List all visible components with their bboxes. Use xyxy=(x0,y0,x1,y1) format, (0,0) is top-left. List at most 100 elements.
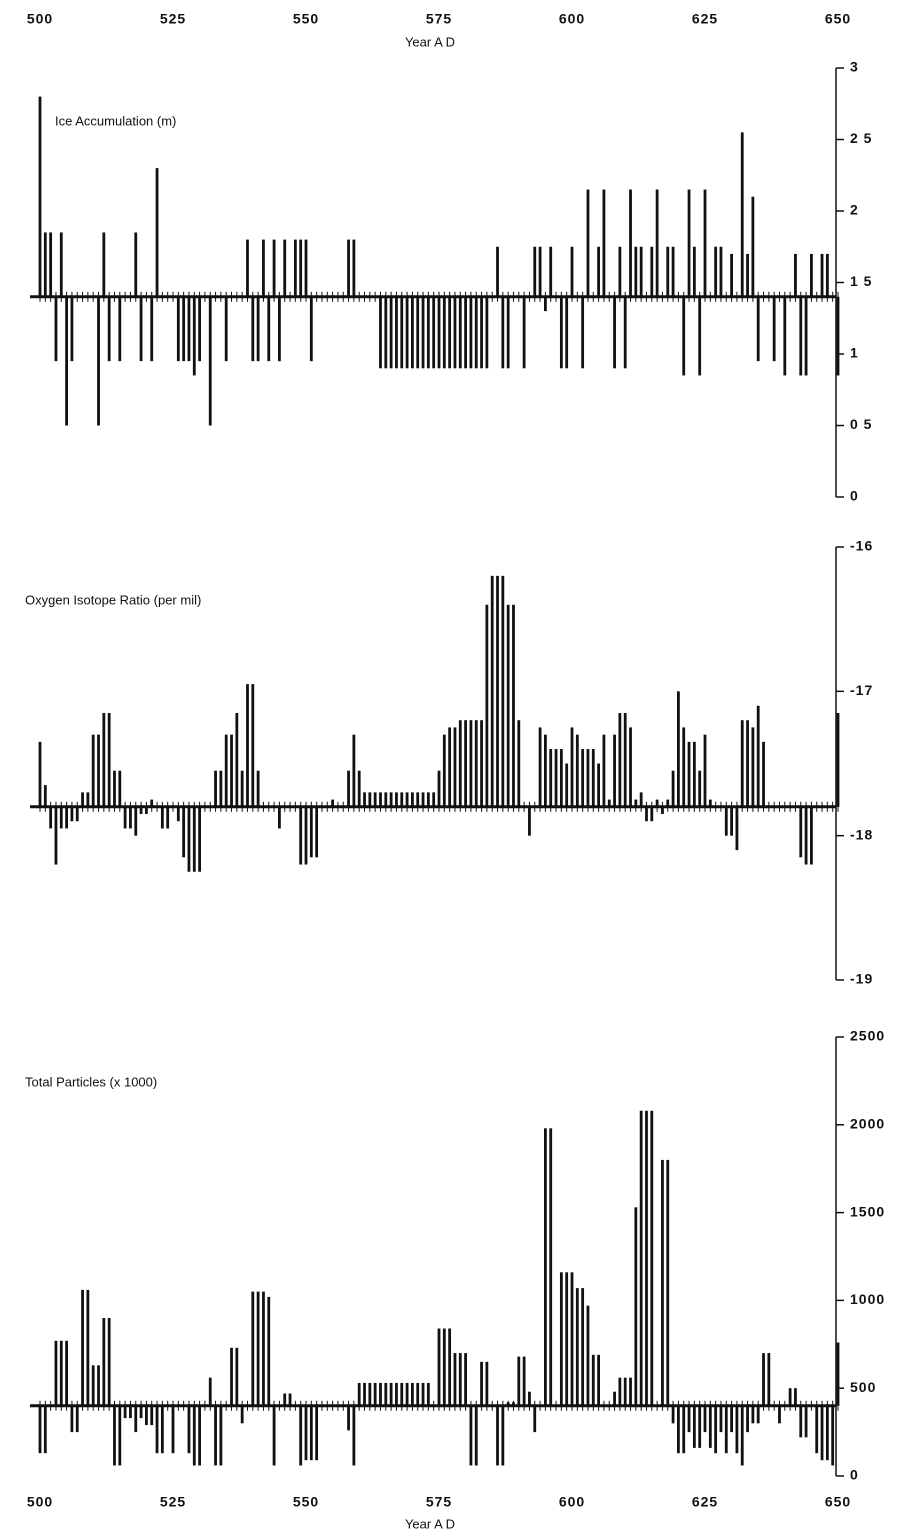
bar xyxy=(677,691,680,807)
bar xyxy=(522,806,526,808)
bar xyxy=(490,575,494,807)
bar xyxy=(469,296,473,369)
bar xyxy=(677,1405,680,1454)
bar xyxy=(815,296,819,298)
bar xyxy=(517,296,521,298)
y-tick-label: 1 5 xyxy=(850,273,872,289)
bar xyxy=(602,189,606,297)
bar xyxy=(320,806,324,808)
bar xyxy=(203,806,207,808)
bar xyxy=(794,1388,797,1406)
bar xyxy=(517,720,521,807)
bar xyxy=(549,1128,553,1406)
bar xyxy=(533,1405,537,1433)
bar xyxy=(740,720,744,807)
bar xyxy=(416,296,420,369)
bar xyxy=(496,246,499,297)
bar xyxy=(815,806,819,808)
bar xyxy=(448,727,452,807)
bar xyxy=(347,770,350,807)
bar xyxy=(293,1405,297,1407)
bar xyxy=(70,296,74,362)
bar xyxy=(671,1405,675,1424)
bar xyxy=(192,806,196,872)
bar xyxy=(836,1342,840,1406)
bar xyxy=(629,1377,632,1406)
bar xyxy=(485,604,489,807)
bar xyxy=(586,189,590,297)
bar xyxy=(81,296,84,298)
bar xyxy=(230,1347,233,1406)
bar xyxy=(182,806,186,858)
bar xyxy=(54,1340,58,1406)
bar xyxy=(160,806,164,829)
bar xyxy=(155,806,159,808)
bar xyxy=(820,253,824,297)
bar xyxy=(448,296,452,369)
bar xyxy=(331,1405,334,1407)
bar xyxy=(480,296,483,369)
bar xyxy=(389,792,393,807)
bar xyxy=(762,741,765,807)
bar xyxy=(160,1405,164,1454)
bar xyxy=(176,296,180,362)
bar xyxy=(256,1291,260,1406)
bar xyxy=(315,806,319,858)
bar xyxy=(70,806,74,822)
bar xyxy=(198,806,201,872)
bar xyxy=(304,806,308,865)
bar xyxy=(373,296,377,298)
x-tick-label-top: 625 xyxy=(692,11,718,27)
bar xyxy=(533,246,537,297)
bar xyxy=(272,239,276,297)
bar xyxy=(267,296,271,362)
bar xyxy=(363,1382,366,1406)
bar xyxy=(538,246,542,297)
bar xyxy=(544,1128,547,1406)
bar xyxy=(666,1159,670,1406)
y-tick-label: 0 5 xyxy=(850,416,872,432)
bar xyxy=(698,1405,702,1448)
bar xyxy=(692,741,696,807)
bar xyxy=(708,1405,712,1448)
bar xyxy=(512,296,515,298)
bar xyxy=(453,1353,457,1406)
bar xyxy=(607,1405,611,1407)
bar xyxy=(113,770,116,807)
bar xyxy=(171,1405,175,1454)
bar xyxy=(38,741,42,807)
bar xyxy=(309,1405,313,1461)
bar xyxy=(363,792,366,807)
bar xyxy=(464,1353,467,1406)
bar xyxy=(357,296,361,298)
bar xyxy=(474,296,478,369)
bar xyxy=(283,1393,287,1406)
bar xyxy=(671,246,675,297)
bar xyxy=(714,1405,718,1454)
bar xyxy=(554,296,558,298)
bar xyxy=(772,296,776,362)
bar xyxy=(751,196,755,297)
bar xyxy=(464,720,467,807)
bar xyxy=(341,1405,345,1407)
bar xyxy=(357,770,361,807)
bar xyxy=(91,734,95,807)
bar xyxy=(485,1361,489,1406)
bar xyxy=(166,296,170,298)
bar xyxy=(544,296,547,312)
bar xyxy=(368,296,372,298)
bar xyxy=(464,296,467,369)
bar xyxy=(496,575,499,807)
bar xyxy=(591,749,595,807)
bar xyxy=(607,296,611,298)
bar xyxy=(655,1405,659,1407)
bar xyxy=(416,792,420,807)
bar xyxy=(469,720,473,807)
bar xyxy=(655,189,659,297)
bar xyxy=(65,1340,68,1406)
bar xyxy=(113,296,116,298)
bar xyxy=(559,1272,563,1406)
bar xyxy=(825,253,829,297)
bar xyxy=(485,296,489,369)
bar xyxy=(336,296,340,298)
